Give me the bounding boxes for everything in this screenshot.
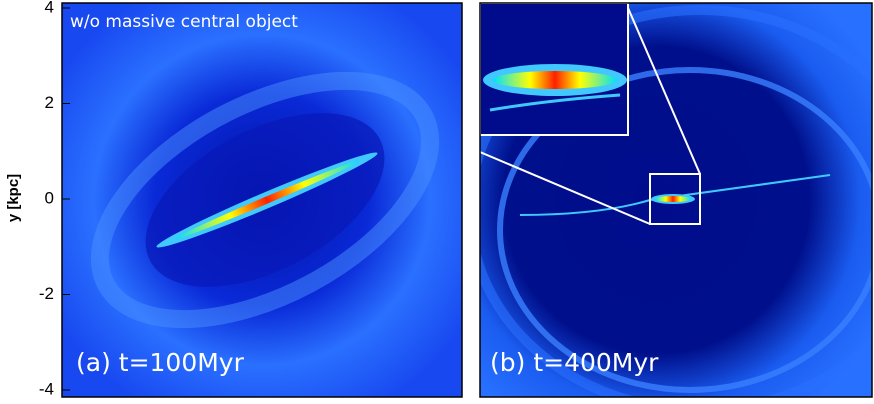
y-tick-label: -2 — [39, 284, 54, 303]
panel-b-frame — [479, 2, 873, 398]
panel-label: (a) t=100Myr — [76, 348, 245, 377]
panel-label: (b) t=400Myr — [490, 348, 659, 377]
panel-a-frame — [61, 2, 463, 398]
annotation: w/o massive central object — [70, 12, 298, 32]
y-axis-label: y [kpc] — [5, 174, 22, 222]
y-tick-label: 4 — [45, 0, 54, 16]
panel-b-image — [480, 3, 872, 397]
y-tick-label: 2 — [45, 93, 54, 112]
y-tick-label: -4 — [39, 379, 54, 398]
y-tick-label: 0 — [45, 188, 54, 207]
panel-a-image — [62, 3, 462, 397]
y-axis: -4 -2 0 2 4 — [39, 0, 70, 398]
